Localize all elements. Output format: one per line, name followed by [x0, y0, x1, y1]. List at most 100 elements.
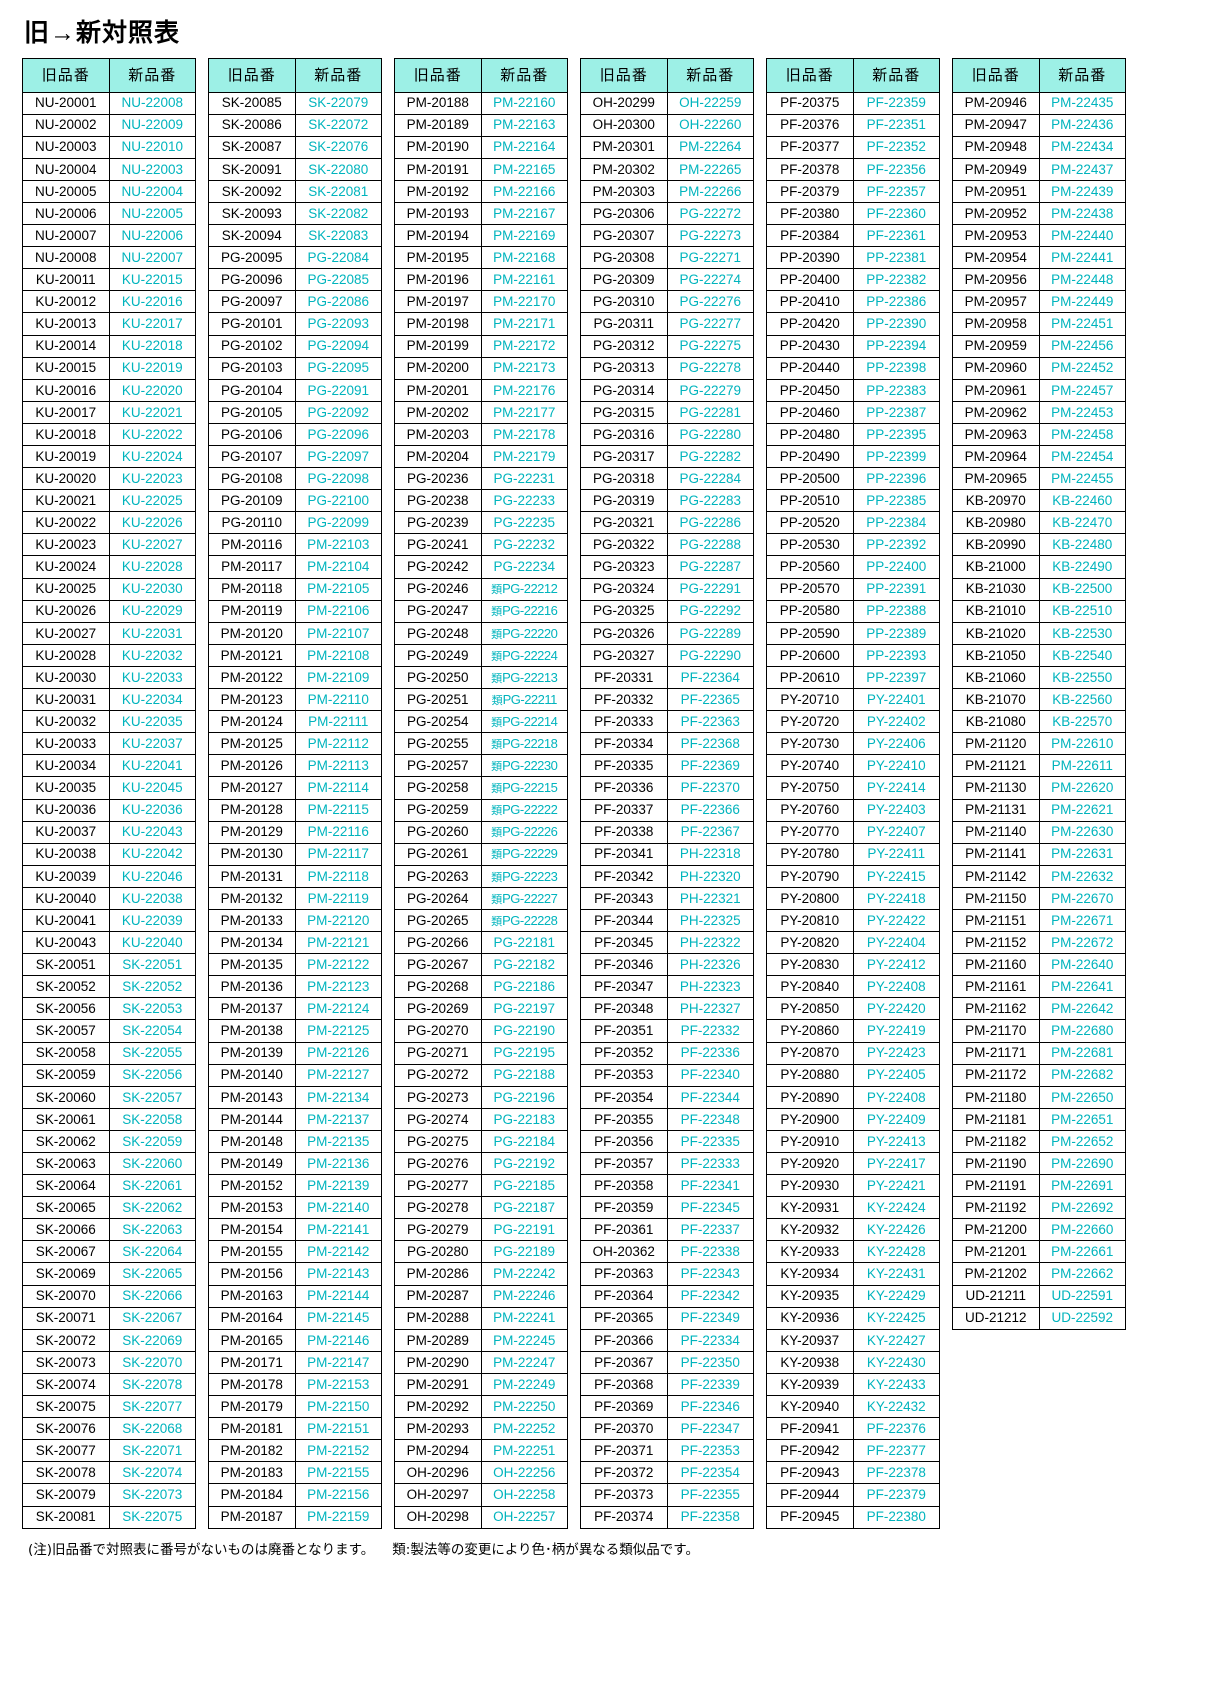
- new-part-number: PG-22099: [294, 511, 382, 535]
- new-part-number: PM-22147: [294, 1350, 382, 1374]
- new-part-number-text: PG-22228: [502, 912, 558, 928]
- table-row: KU-20039 KU-22046: [22, 864, 196, 888]
- old-part-number: PY-20890: [766, 1085, 854, 1109]
- table-row: PP-20610 PP-22397: [766, 665, 940, 690]
- old-part-number: PM-20188: [394, 91, 482, 115]
- old-part-number: PG-20319: [580, 489, 668, 513]
- old-part-number: PM-20171: [208, 1350, 296, 1374]
- new-part-number: KU-22023: [108, 467, 196, 491]
- new-part-number: PF-22333: [666, 1151, 754, 1176]
- similar-product-marker: 類: [491, 738, 503, 752]
- old-part-number: PM-20184: [208, 1483, 296, 1507]
- table-row: PF-20351 PF-22332: [580, 1019, 754, 1043]
- new-part-number: PP-22395: [852, 422, 940, 447]
- old-part-number: PM-20164: [208, 1306, 296, 1330]
- new-part-number: PM-22680: [1038, 1019, 1126, 1043]
- new-part-number: PM-22150: [294, 1395, 382, 1419]
- new-part-number: 類PG-22227: [480, 886, 568, 910]
- new-part-number: PF-22342: [666, 1284, 754, 1308]
- new-part-number: PG-22100: [294, 489, 382, 513]
- old-part-number: PM-21182: [952, 1129, 1040, 1154]
- table-row: PM-20182 PM-22152: [208, 1439, 382, 1463]
- old-part-number: KB-21030: [952, 577, 1040, 601]
- new-part-number: PG-22091: [294, 378, 382, 402]
- table-row: PF-20371 PF-22353: [580, 1439, 754, 1463]
- table-row: PF-20354 PF-22344: [580, 1085, 754, 1109]
- old-part-number: PG-20268: [394, 975, 482, 999]
- old-part-number: NU-20005: [22, 179, 110, 203]
- table-row: PY-20740 PY-22410: [766, 754, 940, 778]
- new-part-number: KU-22037: [108, 732, 196, 756]
- table-row: PF-20352 PF-22336: [580, 1041, 754, 1065]
- table-row: PM-20190 PM-22164: [394, 135, 568, 159]
- similar-product-marker: 類: [491, 583, 503, 597]
- old-part-number: PG-20107: [208, 444, 296, 469]
- table-row: KY-20937 KY-22427: [766, 1328, 940, 1352]
- table-row: PF-20378 PF-22356: [766, 157, 940, 181]
- table-row: PG-20249 類PG-22224: [394, 643, 568, 667]
- old-part-number: PM-20301: [580, 135, 668, 159]
- table-row: KY-20939 KY-22433: [766, 1372, 940, 1397]
- new-part-number: KB-22540: [1038, 643, 1126, 667]
- new-part-number: 類PG-22216: [480, 599, 568, 623]
- old-part-number: PM-20287: [394, 1284, 482, 1308]
- old-part-number: SK-20075: [22, 1395, 110, 1419]
- old-part-number: PG-20277: [394, 1174, 482, 1198]
- table-row: PM-20199 PM-22172: [394, 334, 568, 358]
- old-part-number: KU-20027: [22, 621, 110, 645]
- old-part-number: PG-20095: [208, 246, 296, 270]
- table-row: PG-20097 PG-22086: [208, 290, 382, 314]
- old-part-number: KY-20932: [766, 1218, 854, 1242]
- old-part-number: PG-20250: [394, 665, 482, 690]
- old-part-number: PF-20347: [580, 975, 668, 999]
- new-part-number: PF-22346: [666, 1395, 754, 1419]
- old-part-number: PM-20965: [952, 467, 1040, 491]
- table-row: PM-20121 PM-22108: [208, 643, 382, 667]
- old-part-number: PG-20255: [394, 732, 482, 756]
- new-part-number: KU-22027: [108, 533, 196, 557]
- new-part-number: PM-22167: [480, 201, 568, 226]
- table-row: PM-20951 PM-22439: [952, 179, 1126, 203]
- new-part-number: PM-22144: [294, 1284, 382, 1308]
- new-part-number: PM-22454: [1038, 444, 1126, 469]
- new-part-number: PM-22170: [480, 290, 568, 314]
- new-part-number: PM-22252: [480, 1417, 568, 1441]
- new-part-number: PM-22457: [1038, 378, 1126, 402]
- new-part-number: KY-22426: [852, 1218, 940, 1242]
- new-part-number: PG-22186: [480, 975, 568, 999]
- old-part-number: OH-20296: [394, 1461, 482, 1485]
- old-part-number: PP-20400: [766, 268, 854, 292]
- old-part-number: KB-21080: [952, 710, 1040, 734]
- table-row: PG-20247 類PG-22216: [394, 599, 568, 623]
- new-part-number: PM-22651: [1038, 1107, 1126, 1131]
- new-part-number: PM-22662: [1038, 1262, 1126, 1286]
- table-row: SK-20091 SK-22080: [208, 157, 382, 181]
- old-part-number: PF-20346: [580, 953, 668, 977]
- old-part-number: KU-20015: [22, 356, 110, 380]
- similar-product-marker: 類: [491, 782, 503, 796]
- table-row: PM-21161 PM-22641: [952, 975, 1126, 999]
- new-part-number: PM-22116: [294, 820, 382, 844]
- old-part-number: PG-20102: [208, 334, 296, 358]
- table-row: PF-20357 PF-22333: [580, 1151, 754, 1176]
- old-part-number: SK-20057: [22, 1019, 110, 1043]
- new-part-number: SK-22062: [108, 1196, 196, 1220]
- table-row: PM-20947 PM-22436: [952, 113, 1126, 137]
- new-part-number: PM-22642: [1038, 997, 1126, 1021]
- new-part-number: PM-22249: [480, 1372, 568, 1397]
- table-row: PG-20272 PG-22188: [394, 1063, 568, 1087]
- table-row: PM-20293 PM-22252: [394, 1417, 568, 1441]
- table-row: PG-20307 PG-22273: [580, 224, 754, 248]
- old-part-number: PG-20248: [394, 621, 482, 645]
- table-row: NU-20001 NU-22008: [22, 91, 196, 115]
- new-part-number: PM-22118: [294, 864, 382, 888]
- table-row: SK-20078 SK-22074: [22, 1461, 196, 1485]
- old-part-number: PG-20272: [394, 1063, 482, 1087]
- new-part-number: PM-22159: [294, 1505, 382, 1529]
- old-part-number: KU-20034: [22, 754, 110, 778]
- table-row: PM-20189 PM-22163: [394, 113, 568, 137]
- new-part-number: PM-22178: [480, 422, 568, 447]
- new-part-number: PM-22652: [1038, 1129, 1126, 1154]
- old-part-number: PY-20930: [766, 1174, 854, 1198]
- new-part-number: PP-22394: [852, 334, 940, 358]
